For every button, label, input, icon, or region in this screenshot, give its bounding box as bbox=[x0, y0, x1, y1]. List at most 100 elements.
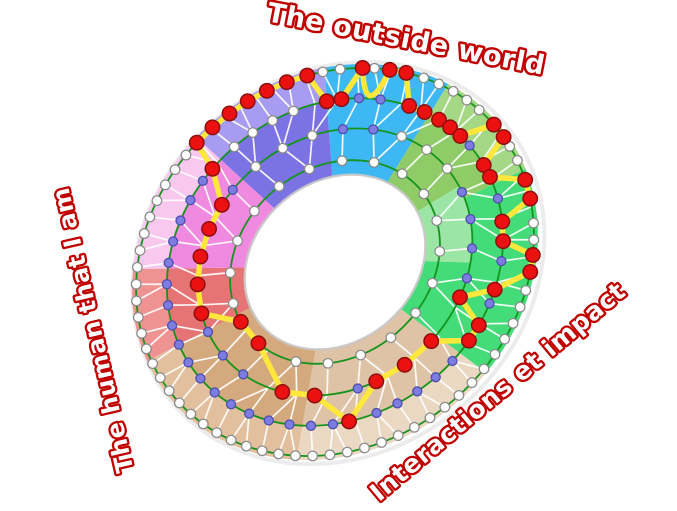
node-red[interactable] bbox=[366, 371, 386, 391]
node-red[interactable] bbox=[248, 333, 268, 353]
node-white[interactable] bbox=[438, 400, 452, 414]
node-white[interactable] bbox=[197, 417, 211, 431]
node-red[interactable] bbox=[520, 262, 540, 282]
node-white[interactable] bbox=[519, 284, 533, 298]
node-white[interactable] bbox=[358, 441, 372, 455]
sector-purple-outer[interactable] bbox=[195, 45, 341, 181]
node-white[interactable] bbox=[272, 180, 286, 194]
node-white[interactable] bbox=[231, 234, 245, 248]
node-purple[interactable] bbox=[283, 418, 296, 431]
node-white[interactable] bbox=[162, 384, 176, 398]
node-white[interactable] bbox=[513, 300, 527, 314]
node-white[interactable] bbox=[289, 449, 303, 463]
node-white[interactable] bbox=[433, 245, 447, 259]
sector-blue-inner[interactable] bbox=[293, 56, 446, 207]
node-white[interactable] bbox=[488, 348, 502, 362]
node-purple[interactable] bbox=[237, 368, 250, 381]
node-purple[interactable] bbox=[194, 372, 207, 385]
node-red[interactable] bbox=[317, 91, 337, 111]
node-white[interactable] bbox=[255, 444, 269, 458]
node-purple[interactable] bbox=[208, 386, 221, 399]
node-white[interactable] bbox=[426, 276, 440, 290]
node-white[interactable] bbox=[305, 129, 319, 143]
node-white[interactable] bbox=[140, 342, 154, 356]
node-white[interactable] bbox=[391, 429, 405, 443]
node-white[interactable] bbox=[354, 348, 368, 362]
sector-yellow-green-outer[interactable] bbox=[422, 76, 532, 194]
node-purple[interactable] bbox=[483, 297, 496, 310]
node-red[interactable] bbox=[188, 274, 208, 294]
node-red[interactable] bbox=[380, 60, 400, 80]
node-red[interactable] bbox=[421, 331, 441, 351]
node-white[interactable] bbox=[146, 357, 160, 371]
node-white[interactable] bbox=[143, 210, 157, 224]
node-red[interactable] bbox=[219, 103, 239, 123]
node-red[interactable] bbox=[272, 382, 292, 402]
node-white[interactable] bbox=[506, 317, 520, 331]
node-white[interactable] bbox=[224, 266, 238, 280]
node-red[interactable] bbox=[202, 117, 222, 137]
node-red[interactable] bbox=[484, 114, 504, 134]
node-red[interactable] bbox=[459, 330, 479, 350]
node-white[interactable] bbox=[159, 178, 173, 192]
node-red[interactable] bbox=[212, 195, 232, 215]
node-purple[interactable] bbox=[162, 257, 175, 270]
sector-pink-inner[interactable] bbox=[136, 153, 291, 306]
node-red[interactable] bbox=[520, 188, 540, 208]
node-white[interactable] bbox=[527, 233, 541, 247]
node-white[interactable] bbox=[129, 277, 143, 291]
node-white[interactable] bbox=[289, 355, 303, 369]
node-purple[interactable] bbox=[202, 326, 215, 339]
node-white[interactable] bbox=[477, 362, 491, 376]
node-purple[interactable] bbox=[337, 123, 350, 136]
node-red[interactable] bbox=[450, 287, 470, 307]
node-white[interactable] bbox=[226, 297, 240, 311]
node-red[interactable] bbox=[297, 65, 317, 85]
node-white[interactable] bbox=[224, 433, 238, 447]
node-white[interactable] bbox=[246, 126, 260, 140]
node-white[interactable] bbox=[323, 448, 337, 462]
node-white[interactable] bbox=[460, 93, 474, 107]
node-white[interactable] bbox=[150, 194, 164, 208]
node-red[interactable] bbox=[191, 303, 211, 323]
node-white[interactable] bbox=[432, 77, 446, 91]
node-purple[interactable] bbox=[184, 194, 197, 207]
node-purple[interactable] bbox=[243, 407, 256, 420]
node-purple[interactable] bbox=[353, 92, 366, 105]
node-white[interactable] bbox=[248, 204, 262, 218]
node-white[interactable] bbox=[440, 162, 454, 176]
node-red[interactable] bbox=[202, 159, 222, 179]
node-red[interactable] bbox=[480, 167, 500, 187]
node-red[interactable] bbox=[469, 315, 489, 335]
node-purple[interactable] bbox=[226, 183, 239, 196]
node-red[interactable] bbox=[395, 355, 415, 375]
node-white[interactable] bbox=[131, 261, 145, 275]
node-purple[interactable] bbox=[464, 213, 477, 226]
node-white[interactable] bbox=[465, 376, 479, 390]
node-white[interactable] bbox=[430, 214, 444, 228]
node-white[interactable] bbox=[133, 244, 147, 258]
node-purple[interactable] bbox=[262, 414, 275, 427]
node-purple[interactable] bbox=[351, 382, 364, 395]
node-white[interactable] bbox=[384, 331, 398, 345]
node-red[interactable] bbox=[396, 63, 416, 83]
node-purple[interactable] bbox=[367, 123, 380, 136]
node-purple[interactable] bbox=[461, 272, 474, 285]
sector-green-outer[interactable] bbox=[390, 162, 609, 378]
node-white[interactable] bbox=[417, 71, 431, 85]
node-purple[interactable] bbox=[162, 299, 175, 312]
node-purple[interactable] bbox=[370, 407, 383, 420]
node-red[interactable] bbox=[492, 211, 512, 231]
node-white[interactable] bbox=[340, 445, 354, 459]
node-white[interactable] bbox=[306, 449, 320, 463]
node-white[interactable] bbox=[179, 148, 193, 162]
node-white[interactable] bbox=[173, 396, 187, 410]
node-white[interactable] bbox=[472, 103, 486, 117]
node-red[interactable] bbox=[238, 91, 258, 111]
node-purple[interactable] bbox=[166, 319, 179, 332]
node-red[interactable] bbox=[199, 219, 219, 239]
node-white[interactable] bbox=[511, 154, 525, 168]
node-red[interactable] bbox=[450, 126, 470, 146]
node-white[interactable] bbox=[266, 114, 280, 128]
node-purple[interactable] bbox=[463, 139, 476, 152]
